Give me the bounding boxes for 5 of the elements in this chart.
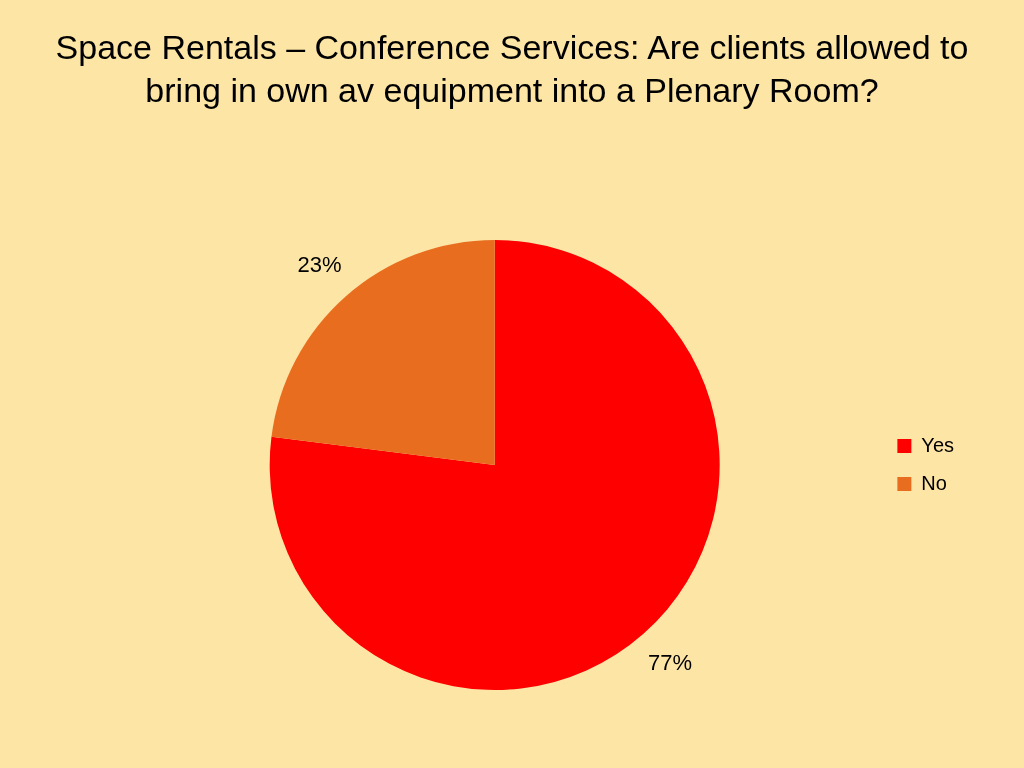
legend-label: No bbox=[921, 471, 947, 494]
data-label: 77% bbox=[647, 649, 692, 675]
legend-label: Yes bbox=[921, 433, 955, 456]
chart-title: Space Rentals – Conference Services: Are clients allowed to bring in own av equipment into a Plenary Room? bbox=[54, 27, 970, 111]
data-label: 23% bbox=[297, 252, 342, 278]
